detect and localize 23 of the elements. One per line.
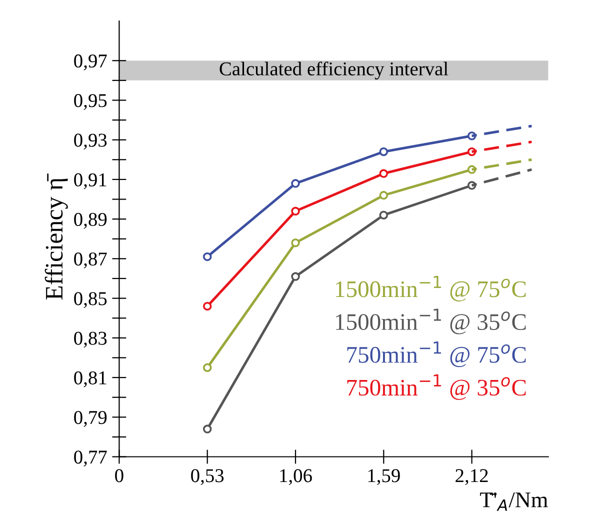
x-tick-label: 2,12: [456, 469, 488, 486]
x-tick-label: 1,06: [280, 469, 312, 486]
x-tick-label: 0: [115, 469, 124, 482]
y-tick-label: 0,85: [74, 292, 107, 308]
y-tick-label: 0,81: [74, 371, 106, 388]
y-tick-label: 0,87: [74, 252, 107, 268]
x-tick-label: 1,59: [368, 469, 400, 486]
text: 1500min$^{−1}$ @ 35$^{o}$C: [336, 308, 526, 334]
text: 1500min$^{−1}$ @ 75$^{o}$C: [336, 276, 526, 302]
y-tick-label: 0,93: [74, 134, 107, 150]
text: 750min$^{−1}$ @ 35$^{o}$C: [347, 374, 526, 400]
y-tick-label: 0,79: [74, 410, 107, 427]
y-tick-label: 0,97: [74, 54, 107, 70]
y-tick-label: 0,89: [74, 212, 107, 229]
y-axis-title: Efficiency η̄: [44, 174, 68, 300]
text: 750min$^{−1}$ @ 75$^{o}$C: [347, 342, 526, 368]
y-tick-label: 0,91: [74, 173, 106, 190]
y-tick-label: 0,83: [74, 332, 107, 348]
annotation: Calculated efficiency interval: [220, 62, 448, 80]
y-tick-label: 0,95: [74, 94, 107, 110]
x-axis-title: T̄'$_{A}$/Nm: [480, 492, 548, 511]
y-tick-label: 0,77: [74, 450, 107, 466]
x-tick-label: 0,53: [191, 469, 224, 486]
